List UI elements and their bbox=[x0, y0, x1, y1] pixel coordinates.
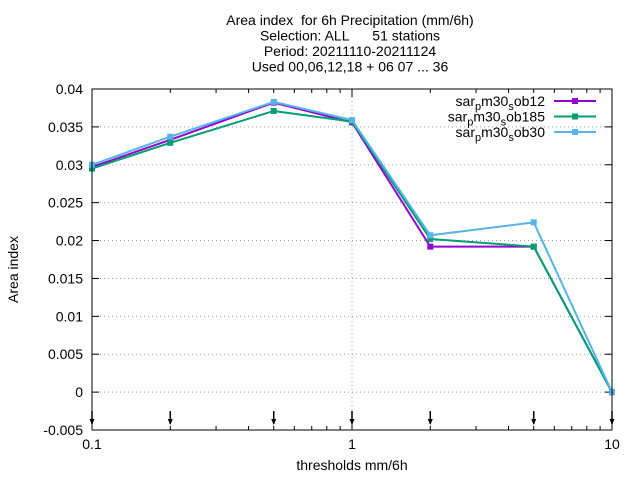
legend-label-subscript: s bbox=[501, 117, 507, 129]
data-point bbox=[427, 243, 434, 250]
data-point bbox=[530, 243, 537, 250]
y-tick-label: 0.005 bbox=[48, 346, 83, 362]
threshold-marker-arrow bbox=[427, 419, 433, 425]
legend-label-part: m30 bbox=[473, 109, 500, 125]
legend-label-part: sar bbox=[448, 109, 468, 125]
legend-label-part: ob12 bbox=[514, 93, 545, 109]
legend-label-part: m30 bbox=[481, 124, 508, 140]
threshold-marker-arrow bbox=[271, 419, 277, 425]
plot-frame bbox=[91, 88, 613, 431]
title-line: Period: 20211110-20211124 bbox=[264, 43, 437, 59]
title-line: Area index for 6h Precipitation (mm/6h) bbox=[226, 12, 473, 28]
legend-label-subscript: p bbox=[475, 132, 481, 144]
x-tick-label: 10 bbox=[604, 436, 620, 452]
data-point bbox=[167, 136, 174, 143]
y-tick-label: 0 bbox=[75, 384, 83, 400]
x-tick-label: 1 bbox=[348, 436, 356, 452]
data-point bbox=[167, 133, 174, 140]
data-point bbox=[530, 219, 537, 226]
title-line: Selection: ALL 51 stations bbox=[260, 28, 440, 44]
legend-label-part: sar bbox=[456, 93, 476, 109]
x-axis: 0.1 1 10 bbox=[82, 89, 620, 452]
chart-title: Area index for 6h Precipitation (mm/6h)S… bbox=[226, 12, 473, 75]
legend-label-part: m30 bbox=[481, 93, 508, 109]
y-tick-label: 0.015 bbox=[48, 270, 83, 286]
legend-swatch-marker bbox=[572, 113, 578, 120]
y-tick-label: 0.01 bbox=[56, 308, 83, 324]
legend-label: sarpm30sob30 bbox=[456, 124, 546, 144]
threshold-marker-arrow bbox=[349, 419, 355, 425]
data-point bbox=[270, 107, 277, 114]
x-tick-label: 0.1 bbox=[82, 436, 102, 452]
data-point bbox=[270, 98, 277, 105]
legend-label-subscript: p bbox=[467, 117, 473, 129]
data-point bbox=[427, 232, 434, 239]
threshold-marker-arrow bbox=[531, 419, 537, 425]
y-axis-label: Area index bbox=[5, 236, 21, 303]
title-line: Used 00,06,12,18 + 06 07 ... 36 bbox=[252, 59, 449, 75]
legend-swatch-marker bbox=[572, 98, 578, 104]
legend-label: sarpm30sob12 bbox=[456, 93, 546, 113]
y-tick-label: 0.035 bbox=[48, 119, 83, 135]
bottom-tick-markers bbox=[89, 411, 615, 425]
data-point bbox=[427, 236, 434, 243]
legend-label-subscript: p bbox=[475, 101, 481, 113]
legend-label-part: ob185 bbox=[506, 109, 545, 125]
legend-label-subscript: s bbox=[508, 132, 514, 144]
legend-label-subscript: s bbox=[508, 101, 514, 113]
y-tick-label: 0.03 bbox=[56, 157, 83, 173]
y-tick-label: 0.02 bbox=[56, 233, 83, 249]
y-tick-label: 0.025 bbox=[48, 195, 83, 211]
legend-label-part: sar bbox=[456, 124, 476, 140]
data-series bbox=[89, 98, 615, 396]
legend-label: sarpm30sob185 bbox=[448, 109, 545, 129]
y-tick-label: -0.005 bbox=[43, 422, 83, 438]
legend-swatch-marker bbox=[572, 129, 578, 135]
grid-lines bbox=[92, 89, 612, 430]
data-point bbox=[167, 139, 174, 146]
y-axis: -0.005 0 0.005 0.01 0.015 0.02 0.025 0.03 0.035 0… bbox=[43, 81, 612, 438]
y-tick-label: 0.04 bbox=[56, 81, 83, 97]
legend-label-part: ob30 bbox=[514, 124, 545, 140]
x-axis-label: thresholds mm/6h bbox=[296, 457, 407, 473]
data-point bbox=[349, 117, 355, 124]
threshold-marker-arrow bbox=[167, 419, 173, 425]
